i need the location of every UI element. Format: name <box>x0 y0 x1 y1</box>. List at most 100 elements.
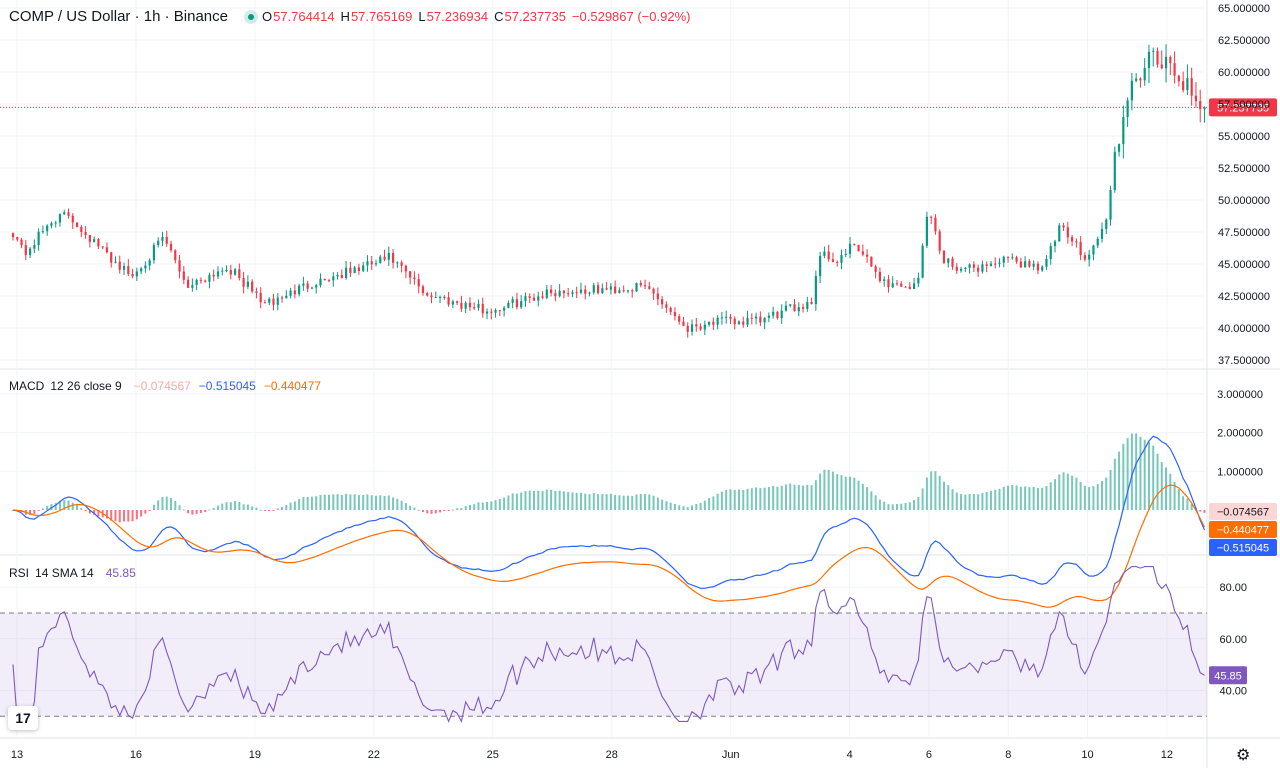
rsi-tick-label: 80.00 <box>1219 582 1247 594</box>
macd-histogram-bar <box>404 503 407 510</box>
candle-body <box>682 321 685 326</box>
macd-histogram-bar <box>742 489 745 510</box>
macd-histogram-bar <box>285 505 288 510</box>
candle-body <box>900 283 903 287</box>
candle-body <box>870 256 873 267</box>
candle-body <box>464 302 467 309</box>
macd-histogram-bar <box>682 506 685 510</box>
macd-line-badge <box>1209 539 1277 556</box>
candle-body <box>1002 256 1005 263</box>
macd-histogram-bar <box>400 500 403 510</box>
candle-body <box>1015 257 1018 262</box>
candle-body <box>1126 100 1129 118</box>
macd-name[interactable]: MACD <box>9 379 45 393</box>
candle-body <box>532 297 536 301</box>
macd-histogram-bar <box>503 497 506 510</box>
candle-body <box>37 231 40 246</box>
macd-histogram-bar <box>925 477 928 510</box>
market-status-icon[interactable] <box>243 9 258 24</box>
candle-body <box>1143 67 1146 81</box>
macd-histogram-bar <box>622 495 625 510</box>
macd-histogram-bar <box>1156 453 1159 510</box>
candle-body <box>558 290 561 297</box>
macd-histogram-bar <box>913 499 916 510</box>
time-tick-label: Jun <box>722 749 740 761</box>
tradingview-logo-icon[interactable]: 17 <box>8 706 38 730</box>
candle-body <box>404 265 407 272</box>
symbol-title[interactable]: COMP / US Dollar · 1h · Binance <box>9 8 228 25</box>
macd-histogram-bar <box>76 505 79 510</box>
candle-body <box>370 261 373 265</box>
macd-histogram-bar <box>170 497 173 510</box>
macd-histogram-bar <box>473 504 476 510</box>
candle-body <box>754 316 758 319</box>
candle-body <box>1075 241 1078 243</box>
candle-body <box>443 296 446 298</box>
open-label: O <box>261 9 273 24</box>
high-value: 57.765169 <box>350 9 413 24</box>
candle-body <box>140 268 143 272</box>
close-value: 57.237735 <box>504 9 566 24</box>
candle-body <box>272 298 275 305</box>
candle-body <box>161 236 164 241</box>
candle-body <box>588 292 591 294</box>
candle-body <box>396 262 399 264</box>
candle-body <box>391 253 395 263</box>
macd-histogram-bar <box>985 492 988 510</box>
candle-body <box>186 279 190 288</box>
macd-histogram-bar <box>494 500 497 510</box>
time-tick-label: 13 <box>11 749 23 761</box>
macd-histogram-bar <box>934 471 937 510</box>
macd-histogram-bar <box>498 499 501 510</box>
macd-histogram-bar <box>131 510 134 522</box>
candle-body <box>1182 81 1185 91</box>
gear-icon[interactable]: ⚙ <box>1236 747 1251 764</box>
macd-histogram-bar <box>490 501 493 510</box>
price-tick-label: 50.000000 <box>1218 195 1270 207</box>
macd-histogram-bar <box>964 494 967 510</box>
macd-histogram-bar <box>114 510 117 522</box>
low-value: 57.236934 <box>426 9 489 24</box>
last-price-badge <box>1209 98 1277 117</box>
macd-histogram-bar <box>533 490 536 510</box>
macd-histogram-bar <box>644 493 647 510</box>
candle-body <box>430 295 433 298</box>
candle-body <box>93 239 96 242</box>
macd-params: 12 26 close 9 <box>50 379 122 393</box>
candle-body <box>473 307 476 309</box>
candle-body <box>823 251 826 256</box>
candle-body <box>584 289 587 294</box>
candle-body <box>63 212 66 215</box>
macd-histogram-bar <box>481 502 484 510</box>
candle-body <box>579 289 583 293</box>
symbol-legend: COMP / US Dollar · 1h · Binance O 57.7644… <box>9 8 696 25</box>
candle-body <box>848 243 852 254</box>
candle-body <box>238 269 241 278</box>
macd-histogram-bar <box>874 495 877 510</box>
candle-body <box>784 305 788 311</box>
macd-histogram-bar <box>276 508 279 510</box>
candle-body <box>887 279 890 288</box>
macd-histogram-bar <box>374 495 377 510</box>
macd-histogram-bar <box>105 510 108 519</box>
candle-body <box>981 264 984 272</box>
price-tick-label: 47.500000 <box>1218 227 1270 239</box>
macd-histogram-bar <box>315 496 318 510</box>
price-pane: 57.237735 <box>0 44 1277 338</box>
macd-histogram-bar <box>310 496 313 510</box>
macd-histogram-bar <box>1169 473 1172 510</box>
candle-body <box>626 290 630 292</box>
rsi-name[interactable]: RSI <box>9 566 30 580</box>
candle-body <box>366 261 369 266</box>
candle-body <box>925 216 928 246</box>
candle-body <box>797 307 800 312</box>
candle-body <box>904 286 907 288</box>
macd-histogram-bar <box>1066 473 1069 510</box>
candle-body <box>80 226 83 233</box>
candle-body <box>601 288 604 294</box>
macd-histogram-bar <box>665 501 668 510</box>
macd-histogram-bar <box>144 510 147 514</box>
macd-histogram-bar <box>1177 489 1180 510</box>
candle-body <box>54 222 57 224</box>
